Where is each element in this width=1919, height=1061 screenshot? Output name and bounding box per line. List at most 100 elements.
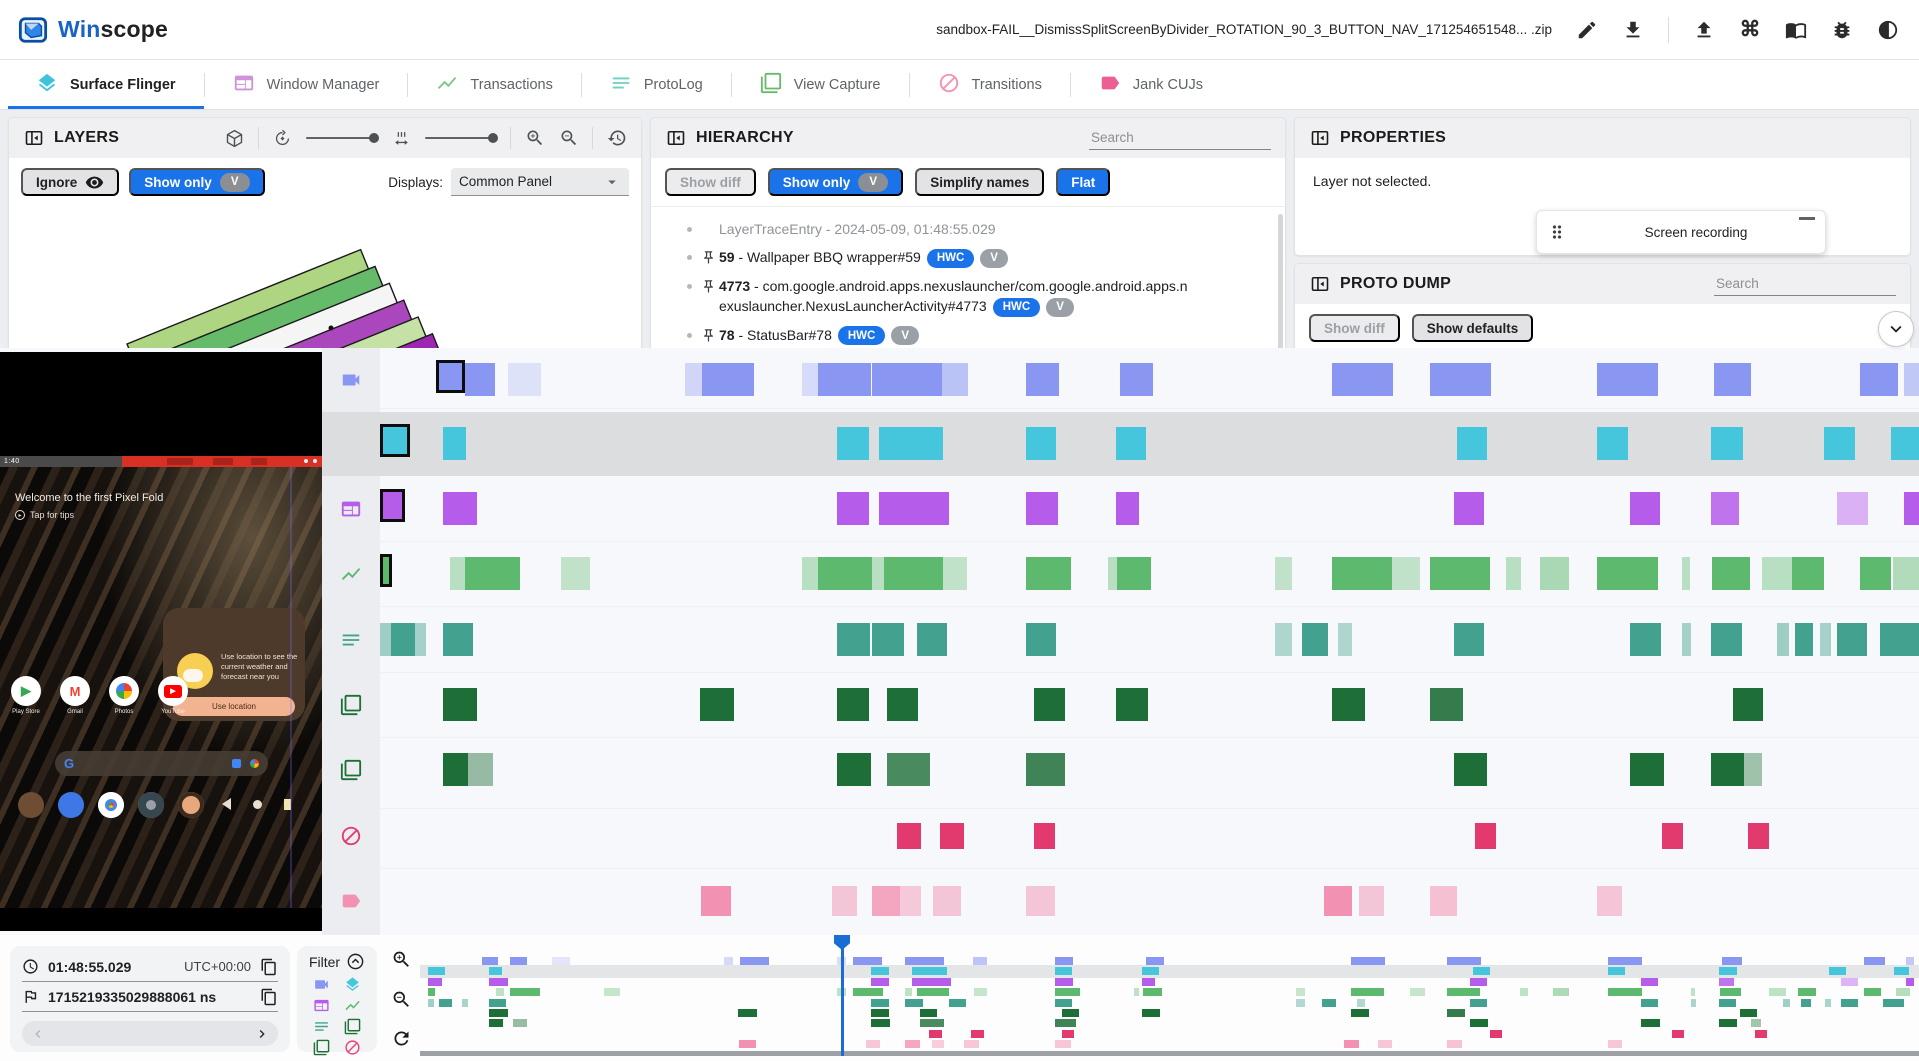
- timeline-block-transitions[interactable]: [940, 823, 964, 849]
- timeline-block-transactions[interactable]: [1275, 557, 1292, 590]
- timeline-block-protolog[interactable]: [1880, 623, 1919, 656]
- timeline-block-protolog[interactable]: [391, 623, 415, 656]
- timeline-block-view-capture-2[interactable]: [837, 753, 871, 786]
- timeline-block-surface-flinger[interactable]: [879, 427, 943, 460]
- zoom-in-icon[interactable]: [391, 949, 412, 970]
- timeline-block-protolog[interactable]: [1275, 623, 1292, 656]
- tree-node-root[interactable]: LayerTraceEntry - 2024-05-09, 01:48:55.0…: [651, 215, 1285, 243]
- rotation-icon[interactable]: [272, 128, 293, 149]
- timeline-block-transactions[interactable]: [872, 557, 884, 590]
- timeline-block-screen-recording[interactable]: [1430, 363, 1491, 396]
- tab-surface-flinger[interactable]: Surface Flinger: [8, 60, 204, 109]
- timeline-block-screen-recording[interactable]: [1597, 363, 1658, 396]
- timeline-block-transactions[interactable]: [1392, 557, 1420, 590]
- timeline-block-view-capture-1[interactable]: [837, 688, 869, 721]
- contrast-icon[interactable]: [1877, 19, 1899, 41]
- timeline-block-view-capture-2[interactable]: [468, 753, 493, 786]
- timeline-block-window-manager[interactable]: [879, 492, 949, 525]
- mini-timeline[interactable]: [420, 935, 1919, 1061]
- timeline-block-transactions[interactable]: [1026, 557, 1071, 590]
- timeline-block-protolog[interactable]: [1302, 623, 1328, 656]
- timeline-block-window-manager[interactable]: [1116, 492, 1139, 525]
- timeline-block-window-manager[interactable]: [443, 492, 477, 525]
- timeline-cursor-handle[interactable]: [834, 935, 850, 950]
- tree-node-4773[interactable]: 4773 - com.google.android.apps.nexuslaun…: [651, 272, 1211, 321]
- timeline-block-transactions[interactable]: [884, 557, 943, 590]
- show-diff-chip[interactable]: Show diff: [1309, 314, 1400, 342]
- timeline-block-transitions[interactable]: [1662, 823, 1683, 849]
- pin-icon[interactable]: [701, 250, 716, 265]
- timeline-block-jank-cujs[interactable]: [1597, 886, 1622, 916]
- collapse-panel-icon[interactable]: [1309, 274, 1330, 295]
- collapse-timeline-button[interactable]: [1878, 311, 1914, 347]
- timeline-block-window-manager[interactable]: [1837, 492, 1868, 525]
- timeline-block-transactions[interactable]: [1792, 557, 1824, 590]
- timeline-block-jank-cujs[interactable]: [872, 886, 900, 916]
- timeline-block-view-capture-2[interactable]: [1744, 753, 1762, 786]
- timeline-block-view-capture-1[interactable]: [1733, 688, 1763, 721]
- screen-recording-video[interactable]: 1:40 Welcome to the first Pixel Fold ▸ Ta…: [0, 352, 322, 931]
- frame-scroller[interactable]: [22, 1021, 278, 1046]
- timeline-block-screen-recording[interactable]: [1332, 363, 1393, 396]
- tree-node-59[interactable]: 59 - Wallpaper BBQ wrapper#59 HWC V: [651, 243, 1211, 272]
- 3d-cube-icon[interactable]: [224, 128, 245, 149]
- timeline-block-protolog[interactable]: [1711, 623, 1742, 656]
- timeline-block-transactions[interactable]: [1506, 557, 1521, 590]
- timeline-block-jank-cujs[interactable]: [933, 886, 961, 916]
- timeline-block-window-manager[interactable]: [1026, 492, 1058, 525]
- filter-viewcapture-icon[interactable]: [344, 1018, 361, 1035]
- timeline-block-transactions[interactable]: [1108, 557, 1117, 590]
- timeline-block-transactions[interactable]: [1597, 557, 1658, 590]
- timeline-block-screen-recording[interactable]: [702, 363, 754, 396]
- copy-icon[interactable]: [260, 988, 278, 1006]
- tab-jank-cujs[interactable]: Jank CUJs: [1071, 60, 1231, 109]
- timeline-block-protolog[interactable]: [1777, 623, 1789, 656]
- timeline-block-window-manager[interactable]: [837, 492, 869, 525]
- timeline-block-view-capture-2[interactable]: [887, 753, 930, 786]
- protolog-icon[interactable]: [340, 629, 362, 651]
- collapse-panel-icon[interactable]: [665, 128, 686, 149]
- timeline-block-surface-flinger[interactable]: [837, 427, 869, 460]
- tab-view-capture[interactable]: View Capture: [732, 60, 909, 109]
- timeline-block-transactions[interactable]: [380, 554, 392, 587]
- timeline-block-transactions[interactable]: [1762, 557, 1792, 590]
- hierarchy-scrollbar[interactable]: [1278, 214, 1283, 394]
- timeline-block-transactions[interactable]: [818, 557, 872, 590]
- timeline-block-screen-recording[interactable]: [465, 363, 495, 396]
- timeline-block-transitions[interactable]: [1475, 823, 1496, 849]
- download-icon[interactable]: [1622, 19, 1644, 41]
- timeline-block-protolog[interactable]: [415, 623, 426, 656]
- timeline-block-transitions[interactable]: [1748, 823, 1769, 849]
- timeline-block-view-capture-2[interactable]: [1630, 753, 1664, 786]
- timeline-block-window-manager[interactable]: [1904, 492, 1919, 525]
- timeline-block-screen-recording[interactable]: [508, 363, 541, 396]
- show-defaults-chip[interactable]: Show defaults: [1411, 314, 1534, 342]
- timeline-block-view-capture-1[interactable]: [443, 688, 477, 721]
- show-only-chip[interactable]: Show only V: [129, 168, 265, 196]
- timeline-block-protolog[interactable]: [1795, 623, 1813, 656]
- timeline-block-surface-flinger[interactable]: [1824, 427, 1855, 460]
- copy-icon[interactable]: [260, 958, 278, 976]
- zoom-out-icon[interactable]: [391, 989, 412, 1010]
- ignore-chip[interactable]: Ignore: [21, 168, 120, 196]
- timeline-block-protolog[interactable]: [380, 623, 391, 656]
- timeline-block-protolog[interactable]: [1454, 623, 1484, 656]
- timeline-block-screen-recording[interactable]: [685, 363, 702, 396]
- timeline-block-transactions[interactable]: [1860, 557, 1891, 590]
- edit-icon[interactable]: [1576, 19, 1598, 41]
- timeline-block-view-capture-2[interactable]: [1711, 753, 1744, 786]
- timeline-block-transactions[interactable]: [561, 557, 590, 590]
- collapse-panel-icon[interactable]: [23, 128, 44, 149]
- timeline-block-protolog[interactable]: [1630, 623, 1661, 656]
- timeline-block-window-manager[interactable]: [380, 489, 405, 522]
- filter-window-icon[interactable]: [313, 997, 330, 1014]
- timeline-block-view-capture-1[interactable]: [1332, 688, 1365, 721]
- chevron-right-icon[interactable]: [254, 1026, 270, 1042]
- timeline-block-screen-recording[interactable]: [818, 363, 871, 396]
- timeline-block-protolog[interactable]: [837, 623, 870, 656]
- zoom-out-icon[interactable]: [558, 128, 579, 149]
- timeline-block-jank-cujs[interactable]: [1430, 886, 1457, 916]
- tab-protolog[interactable]: ProtoLog: [582, 60, 731, 109]
- tab-transactions[interactable]: Transactions: [408, 60, 580, 109]
- timeline-block-transactions[interactable]: [465, 557, 520, 590]
